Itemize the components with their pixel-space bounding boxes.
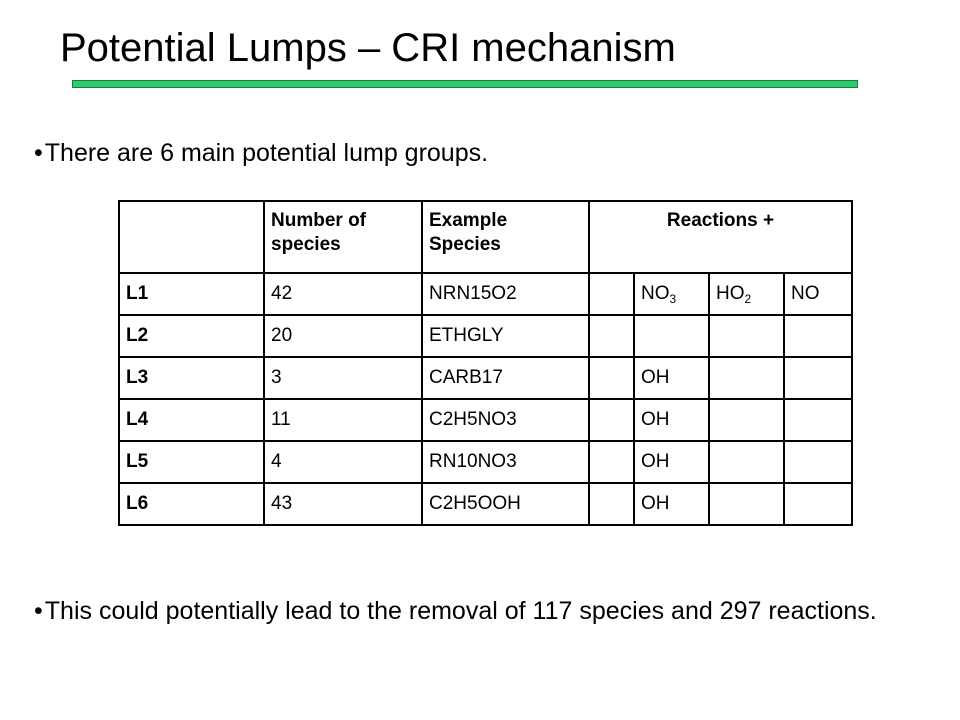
bullet-dot: •	[34, 139, 43, 167]
reaction-cell: HO2	[708, 272, 785, 316]
reaction-cell	[708, 398, 785, 442]
row-label-cell: L2	[118, 314, 265, 358]
title-underline	[72, 80, 858, 88]
table-row: L6 43 C2H5OOH OH	[118, 482, 853, 526]
species-count-cell: 11	[263, 398, 423, 442]
row-label-cell: L1	[118, 272, 265, 316]
example-species-cell: NRN15O2	[421, 272, 590, 316]
table-header-row: Number of species Example Species Reacti…	[118, 200, 853, 274]
reaction-cell: OH	[633, 482, 710, 526]
reaction-cell	[708, 314, 785, 358]
bullet-text: There are 6 main potential lump groups.	[44, 139, 489, 167]
reaction-cell	[588, 440, 635, 484]
species-count-cell: 3	[263, 356, 423, 400]
example-species-cell: RN10NO3	[421, 440, 590, 484]
species-count-cell: 42	[263, 272, 423, 316]
example-species-cell: C2H5OOH	[421, 482, 590, 526]
reaction-cell	[588, 356, 635, 400]
example-species-cell: CARB17	[421, 356, 590, 400]
bullet-item: •This could potentially lead to the remo…	[34, 594, 924, 628]
header-example-species: Example Species	[421, 200, 590, 274]
reaction-cell: OH	[633, 356, 710, 400]
row-label-cell: L4	[118, 398, 265, 442]
reaction-cell	[783, 482, 853, 526]
reaction-cell: OH	[633, 398, 710, 442]
row-label-cell: L3	[118, 356, 265, 400]
reaction-cell	[708, 356, 785, 400]
row-label-cell: L5	[118, 440, 265, 484]
species-count-cell: 4	[263, 440, 423, 484]
bullet-dot: •	[34, 597, 43, 625]
table-row: L5 4 RN10NO3 OH	[118, 440, 853, 484]
reaction-cell	[588, 272, 635, 316]
reaction-cell	[633, 314, 710, 358]
reaction-cell	[783, 398, 853, 442]
reaction-cell: NO3	[633, 272, 710, 316]
reaction-cell: NO	[783, 272, 853, 316]
example-species-cell: ETHGLY	[421, 314, 590, 358]
slide-title: Potential Lumps – CRI mechanism	[60, 26, 676, 70]
reaction-cell	[783, 356, 853, 400]
reaction-cell	[588, 398, 635, 442]
reaction-cell	[708, 482, 785, 526]
bullet-item: •There are 6 main potential lump groups.	[34, 136, 488, 170]
table-row: L2 20 ETHGLY	[118, 314, 853, 358]
table-row: L4 11 C2H5NO3 OH	[118, 398, 853, 442]
reaction-cell	[588, 314, 635, 358]
reaction-cell	[708, 440, 785, 484]
species-count-cell: 43	[263, 482, 423, 526]
reaction-cell	[588, 482, 635, 526]
species-count-cell: 20	[263, 314, 423, 358]
bullet-text: This could potentially lead to the remov…	[44, 597, 877, 625]
reaction-cell	[783, 440, 853, 484]
reaction-cell: OH	[633, 440, 710, 484]
header-reactions: Reactions +	[588, 200, 853, 274]
lump-groups-table: Number of species Example Species Reacti…	[118, 200, 853, 526]
table-row: L3 3 CARB17 OH	[118, 356, 853, 400]
example-species-cell: C2H5NO3	[421, 398, 590, 442]
header-cell-empty	[118, 200, 265, 274]
reaction-cell	[783, 314, 853, 358]
header-number-of-species: Number of species	[263, 200, 423, 274]
row-label-cell: L6	[118, 482, 265, 526]
table-row: L1 42 NRN15O2 NO3 HO2 NO	[118, 272, 853, 316]
